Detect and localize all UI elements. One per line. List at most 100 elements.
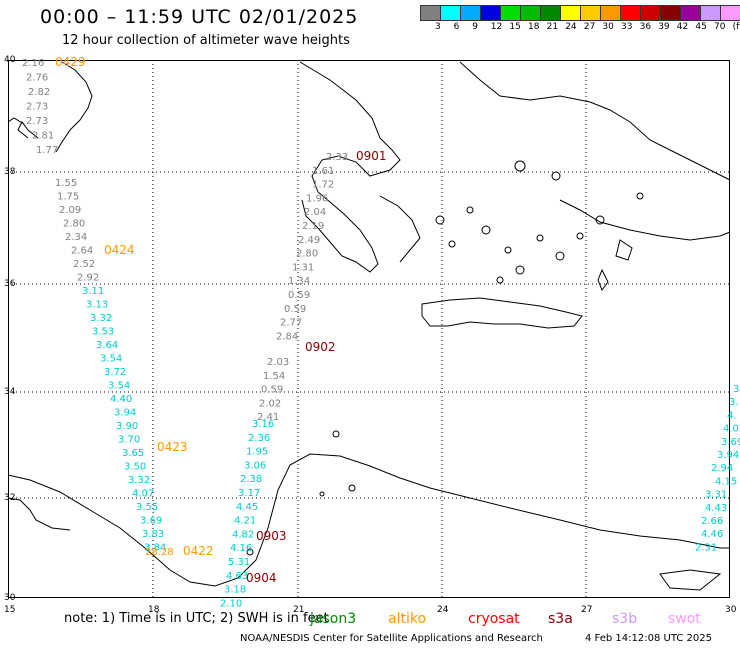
lon-tick-21: 21 — [293, 605, 304, 615]
coast-greece — [299, 61, 401, 273]
lat-tick-38: 38 — [4, 167, 16, 177]
wave-height-colorbar — [420, 5, 740, 21]
wave-height-value: 1.96 — [306, 193, 328, 204]
colorbar-label: 12 — [490, 22, 503, 32]
wave-height-value: 3.55 — [136, 502, 158, 513]
wave-height-value: 2.02 — [259, 398, 281, 409]
wave-height-value: 1.75 — [57, 192, 79, 203]
wave-height-value: 3.94 — [717, 450, 739, 461]
wave-height-value: 2.09 — [59, 205, 81, 216]
colorbar-label: 33 — [621, 22, 633, 32]
wave-height-value: 4.45 — [236, 502, 258, 513]
pass-id-label: 0901 — [356, 149, 387, 163]
colorbar-swatch — [720, 5, 740, 21]
wave-height-value: 2.34 — [65, 232, 87, 243]
wave-height-value: 3.90 — [116, 421, 138, 432]
pass-id-label: 0903 — [256, 529, 287, 543]
colorbar-label: 39 — [658, 22, 670, 32]
wave-height-value: 3.31 — [705, 490, 727, 501]
map-subtitle: 12 hour collection of altimeter wave hei… — [62, 33, 350, 48]
wave-height-value: 3.06 — [244, 460, 266, 471]
track-labels: 2.16 2.76 2.82 2.73 2.73 2.81 1.77 0429 1.55 1.75… — [22, 55, 740, 609]
lon-tick-27: 27 — [581, 605, 592, 615]
lat-tick-40: 40 — [4, 55, 16, 65]
wave-height-value: 0.59 — [261, 385, 283, 396]
lat-tick-34: 34 — [4, 387, 16, 397]
wave-height-value: 1.54 — [263, 371, 285, 382]
wave-height-value: 3.72 — [104, 367, 126, 378]
satellite-legend-item: s3a — [548, 611, 573, 627]
wave-height-value: 3.50 — [124, 462, 146, 473]
wave-height-value: 2.03 — [267, 357, 289, 368]
coast-peloponnese-east — [379, 195, 421, 263]
wave-height-value: 2.19 — [302, 221, 324, 232]
coast-karpathos — [597, 268, 609, 292]
colorbar-label: 18 — [528, 22, 540, 32]
pass-id-label: 0904 — [246, 571, 277, 585]
wave-height-value: 3.11 — [82, 286, 104, 297]
wave-height-value: 1.61 — [312, 166, 334, 177]
lon-tick-24: 24 — [437, 605, 449, 615]
wave-height-value: 2.80 — [296, 249, 318, 260]
pass-id-label: 0429 — [55, 55, 86, 69]
colorbar-label: 27 — [583, 22, 596, 32]
coast-libya-west — [7, 497, 71, 531]
wave-height-value: 2.80 — [63, 219, 85, 230]
wave-height-value: 4.21 — [234, 516, 256, 527]
wave-height-value: 2.82 — [28, 87, 50, 98]
wave-height-value: 3.32 — [90, 313, 112, 324]
coast-cyprus-island — [659, 569, 722, 591]
colorbar-label: 15 — [509, 22, 521, 32]
wave-height-value: 2.16 — [22, 58, 44, 69]
wave-height-value: 2.52 — [73, 259, 95, 270]
satellite-legend-item: cryosat — [468, 611, 520, 627]
colorbar-label: 45 — [695, 22, 707, 32]
satellite-legend-item: swot — [668, 611, 701, 627]
colorbar-label: 30 — [602, 22, 614, 32]
colorbar-label: 70 — [714, 22, 726, 32]
lon-tick-15: 15 — [4, 605, 15, 615]
satellite-legend-item: altiko — [388, 611, 427, 627]
wave-height-value: 4.15 — [715, 476, 737, 487]
coast-crete — [421, 297, 583, 329]
wave-height-value: 4.07 — [132, 489, 154, 500]
colorbar-label: 42 — [676, 22, 689, 32]
lat-tick-30: 30 — [4, 593, 16, 603]
wave-height-value: 3 — [733, 384, 739, 395]
wave-height-value: 3.84 — [144, 543, 166, 554]
wave-height-value: 2.66 — [701, 516, 723, 527]
wave-height-value: 3.69 — [140, 516, 162, 527]
pass-id-label: 0902 — [305, 340, 336, 354]
wave-height-value: 3.32 — [128, 475, 150, 486]
wave-height-value: 2.49 — [298, 235, 320, 246]
wave-height-value: 3.54 — [100, 354, 122, 365]
map-frame — [8, 60, 730, 598]
wave-height-value: 0.59 — [284, 304, 306, 315]
wave-height-value: 4.43 — [705, 503, 727, 514]
coast-italy — [7, 61, 93, 153]
coast-turkey — [459, 61, 731, 181]
wave-height-value: 2.36 — [248, 433, 270, 444]
footer-date: 4 Feb 14:12:08 UTC 2025 — [585, 633, 712, 644]
wave-height-value: 3.54 — [108, 381, 130, 392]
wave-height-value: 3.64 — [96, 340, 118, 351]
axis-labels: 15 18 21 24 27 30 40 38 36 34 32 30 — [4, 55, 737, 615]
wave-height-value: 3.18 — [224, 585, 246, 596]
wave-height-value: 5.31 — [228, 557, 250, 568]
wave-height-value: 4. — [727, 410, 737, 421]
footer-credit: NOAA/NESDIS Center for Satellite Applica… — [240, 633, 543, 644]
wave-height-value: 2.81 — [32, 131, 54, 142]
wave-height-value: 1.31 — [292, 262, 314, 273]
wave-height-value: 4.82 — [232, 529, 254, 540]
wave-height-value: 3.17 — [238, 488, 260, 499]
wave-height-value: 2.31 — [695, 542, 717, 553]
wave-height-value: 4.40 — [110, 394, 132, 405]
wave-height-value: 2.73 — [26, 102, 48, 113]
coast-libya — [7, 453, 730, 587]
wave-height-value: 1.77 — [36, 145, 58, 156]
wave-height-value: 0.59 — [288, 290, 310, 301]
wave-height-value: 4.02 — [723, 424, 740, 435]
pass-id-label: 0423 — [157, 440, 188, 454]
